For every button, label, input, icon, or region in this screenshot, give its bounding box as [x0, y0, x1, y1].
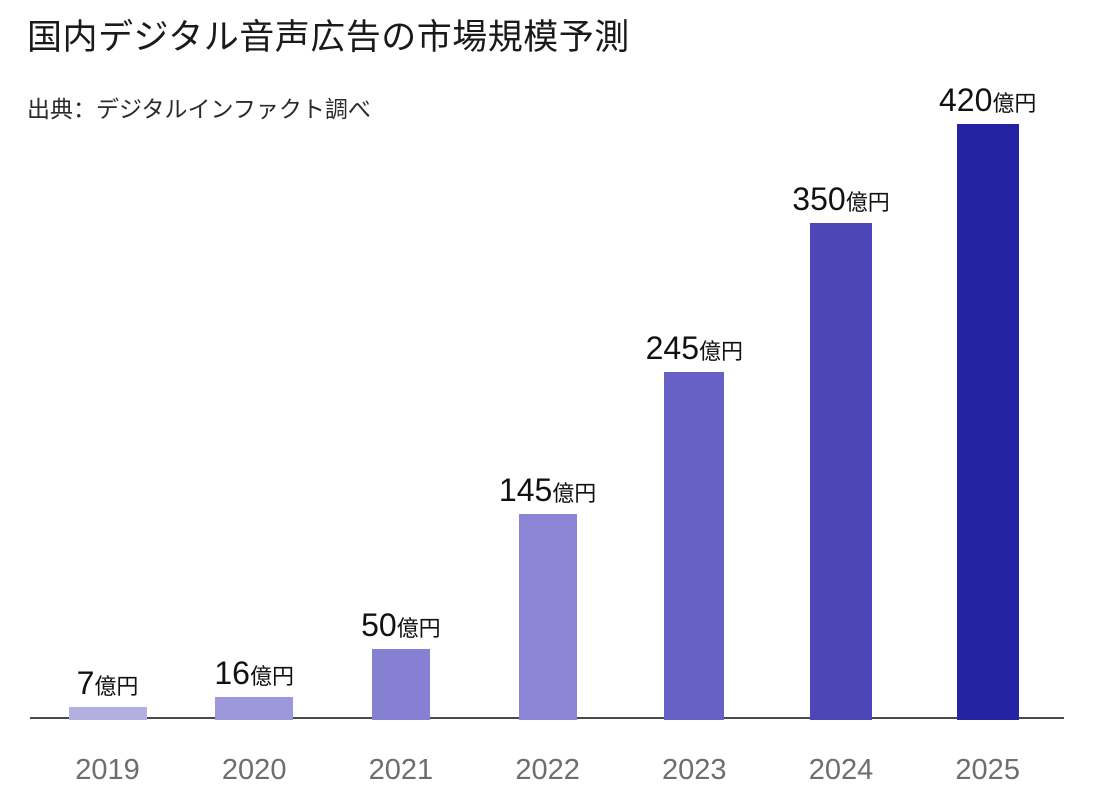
bar: [371, 649, 430, 720]
bar-value-label: 16億円: [214, 657, 294, 689]
value-number: 245: [645, 330, 699, 366]
value-number: 350: [792, 181, 846, 217]
bar: [518, 514, 577, 720]
value-unit: 億円: [249, 664, 294, 689]
bar: [810, 223, 872, 720]
value-number: 16: [214, 655, 250, 691]
x-axis-label: 2019: [75, 754, 140, 786]
x-axis-label: 2023: [662, 754, 727, 786]
x-axis-label: 2025: [955, 754, 1020, 786]
bar-value-label: 350億円: [792, 183, 889, 215]
value-number: 420: [938, 82, 993, 118]
bar: [664, 372, 725, 720]
value-unit: 億円: [552, 481, 597, 506]
chart-source: 出典：デジタルインファクト調べ: [27, 96, 371, 122]
value-unit: 億円: [992, 91, 1037, 116]
value-number: 50: [361, 607, 397, 643]
bar-value-label: 50億円: [361, 609, 441, 641]
x-axis-label: 2024: [808, 754, 874, 786]
bar-value-label: 420億円: [939, 84, 1036, 116]
bar: [215, 697, 294, 720]
value-unit: 億円: [396, 616, 441, 641]
bar: [956, 124, 1019, 720]
bar-value-label: 245億円: [646, 332, 743, 364]
x-axis-label: 2021: [368, 754, 434, 786]
value-unit: 億円: [698, 339, 743, 364]
value-number: 145: [498, 472, 553, 508]
bar: [68, 707, 147, 720]
chart-title: 国内デジタル音声広告の市場規模予測: [27, 18, 630, 57]
x-axis-label: 2020: [221, 754, 287, 786]
value-unit: 億円: [94, 674, 139, 699]
x-axis-label: 2022: [515, 754, 580, 786]
bar-value-label: 145億円: [499, 474, 596, 506]
value-unit: 億円: [845, 190, 890, 215]
value-number: 7: [76, 665, 95, 701]
bar-value-label: 7億円: [77, 667, 139, 699]
